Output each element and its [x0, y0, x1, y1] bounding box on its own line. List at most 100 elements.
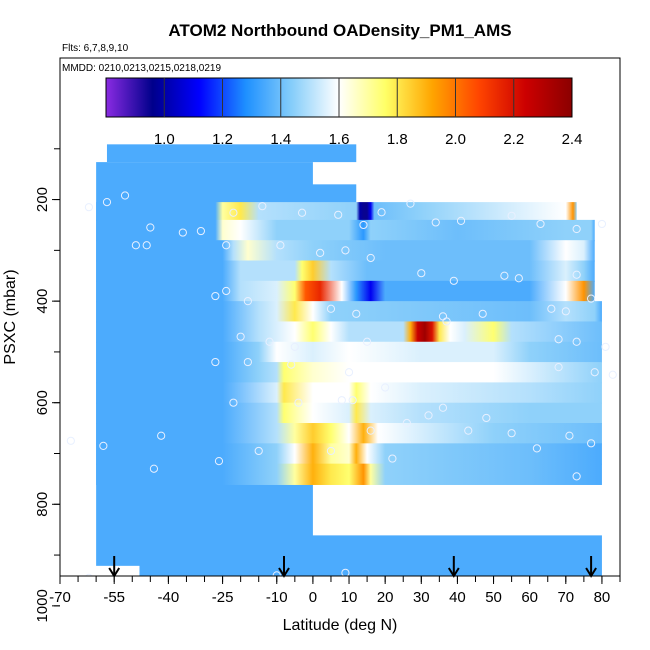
y-axis: 200 400 600 800 1000 [34, 148, 60, 623]
heatmap-region [106, 144, 357, 163]
observation-point [196, 226, 206, 236]
observation-point [326, 446, 336, 456]
observation-point [586, 439, 596, 448]
observation-point [85, 573, 93, 576]
observation-point [359, 220, 368, 230]
observation-point [344, 368, 354, 377]
observation-point [348, 396, 357, 405]
observation-point [142, 241, 151, 250]
observation-point [146, 223, 155, 232]
observation-point [608, 370, 617, 379]
observation-point [590, 368, 599, 377]
colorbar-ticks: 1.0 1.2 1.4 1.6 1.8 2.0 2.2 2.4 [154, 131, 583, 148]
observation-point [547, 304, 556, 313]
observation-point [102, 198, 112, 207]
observation-point [377, 208, 386, 217]
y-tick-label: 800 [34, 492, 51, 517]
heatmap-band [96, 240, 595, 262]
x-tick-label: 40 [449, 589, 466, 606]
observation-point [565, 431, 574, 440]
flights-subtitle: Flts: 6,7,8,9,10 [62, 43, 129, 54]
observation-point [507, 429, 516, 438]
dates-subtitle: MMDD: 0210,0213,0215,0218,0219 [62, 63, 221, 74]
observation-point [178, 228, 187, 237]
observation-point [99, 441, 108, 450]
colorbar-tick-label: 2.0 [445, 131, 466, 148]
observation-point [478, 309, 487, 318]
x-tick-label: -70 [49, 589, 71, 606]
x-tick-label: 70 [557, 589, 574, 606]
observation-point [265, 337, 274, 346]
observation-point [586, 294, 596, 303]
observation-point [107, 577, 114, 584]
y-tick-label: 600 [34, 390, 51, 415]
heatmap-band [96, 280, 595, 303]
observation-point [561, 307, 570, 316]
observation-point [211, 357, 220, 367]
observation-point [381, 383, 390, 392]
observation-point [254, 446, 263, 456]
observation-point [236, 332, 245, 341]
observation-point [316, 248, 325, 257]
heatmap-band [96, 382, 602, 404]
heatmap-band [96, 321, 602, 343]
colorbar-tick-label: 2.4 [562, 131, 583, 148]
x-tick-label: -10 [266, 589, 288, 606]
heatmap-band [96, 443, 602, 465]
observation-point [500, 271, 509, 280]
y-axis-label: PSXC (mbar) [2, 269, 19, 364]
observation-point [334, 210, 343, 219]
observation-point [341, 246, 350, 255]
y-tick-label: 200 [34, 187, 51, 212]
observation-point [406, 199, 415, 208]
colorbar-tick-label: 2.2 [503, 131, 524, 148]
observation-point [258, 202, 267, 211]
observation-point [597, 219, 607, 229]
colorbar: 1.0 1.2 1.4 1.6 1.8 2.0 2.2 2.4 [105, 77, 583, 148]
heatmap-band [96, 423, 602, 445]
observation-point [464, 426, 473, 435]
observation-point [554, 363, 563, 372]
colorbar-tick-label: 1.0 [154, 131, 175, 148]
observation-point [337, 396, 346, 405]
observation-point [120, 191, 130, 200]
observation-point [402, 418, 411, 428]
plot-area [59, 57, 621, 604]
x-tick-label: -40 [158, 589, 180, 606]
colorbar-tick-label: 1.2 [212, 131, 233, 148]
x-axis: -70 -55 -40 -25 -10 0 10 20 30 40 50 60 70 80 [49, 576, 621, 606]
observation-point [243, 357, 252, 367]
x-tick-label: 30 [413, 589, 430, 606]
observation-point [424, 411, 433, 420]
observation-point [362, 337, 372, 346]
observation-point [243, 297, 252, 306]
observation-point [149, 464, 159, 473]
x-tick-label: 10 [341, 589, 358, 606]
observation-point [211, 291, 220, 301]
x-tick-label: 20 [377, 589, 394, 606]
observation-point [417, 269, 426, 278]
heatmap-band [96, 301, 602, 323]
colorbar-tick-label: 1.4 [270, 131, 291, 148]
observation-point [366, 253, 375, 263]
colorbar-dividers [163, 78, 515, 117]
observation-point [341, 568, 350, 576]
heatmap-band [96, 219, 595, 242]
observation-point [449, 276, 458, 285]
heatmap-band [96, 362, 602, 384]
observation-point [536, 219, 545, 229]
observation-point [366, 426, 375, 435]
observation-point [327, 597, 334, 604]
observation-point [294, 398, 303, 407]
observation-point [214, 457, 224, 466]
heatmap-band [96, 260, 595, 282]
observation-point [222, 286, 231, 296]
observation-point [84, 203, 94, 212]
observation-point [554, 335, 563, 344]
x-tick-label: 0 [309, 589, 317, 606]
observation-point [157, 431, 166, 440]
x-tick-label: -55 [103, 589, 125, 606]
x-tick-label: 80 [594, 589, 611, 606]
observation-points [66, 191, 617, 604]
